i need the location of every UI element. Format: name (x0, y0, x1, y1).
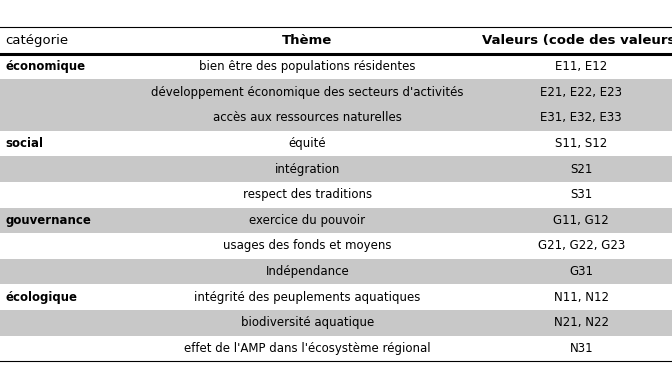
Text: intégrité des peuplements aquatiques: intégrité des peuplements aquatiques (194, 291, 421, 304)
Text: bien être des populations résidentes: bien être des populations résidentes (199, 60, 416, 73)
Text: N31: N31 (569, 342, 593, 355)
Text: N21, N22: N21, N22 (554, 316, 609, 329)
Text: catégorie: catégorie (5, 34, 69, 47)
Text: G31: G31 (569, 265, 593, 278)
Bar (0, 105, 672, 131)
Text: accès aux ressources naturelles: accès aux ressources naturelles (213, 111, 402, 124)
Bar (0, 156, 672, 182)
Text: Valeurs (code des valeurs): Valeurs (code des valeurs) (482, 34, 672, 47)
Text: S21: S21 (570, 162, 593, 176)
Text: gouvernance: gouvernance (5, 214, 91, 227)
Bar (0, 259, 672, 284)
Text: Thème: Thème (282, 34, 333, 47)
Bar (0, 54, 672, 79)
Text: E31, E32, E33: E31, E32, E33 (540, 111, 622, 124)
Text: G21, G22, G23: G21, G22, G23 (538, 239, 625, 253)
Text: G11, G12: G11, G12 (554, 214, 609, 227)
Text: Indépendance: Indépendance (265, 265, 349, 278)
Bar (0, 284, 672, 310)
Text: S31: S31 (570, 188, 593, 201)
Text: équité: équité (289, 137, 326, 150)
Text: usages des fonds et moyens: usages des fonds et moyens (223, 239, 392, 253)
Text: S11, S12: S11, S12 (555, 137, 607, 150)
Text: intégration: intégration (275, 162, 340, 176)
Text: N11, N12: N11, N12 (554, 291, 609, 304)
Text: développement économique des secteurs d'activités: développement économique des secteurs d'… (151, 86, 464, 99)
Text: social: social (5, 137, 44, 150)
Bar (0, 336, 672, 361)
Text: respect des traditions: respect des traditions (243, 188, 372, 201)
Text: biodiversité aquatique: biodiversité aquatique (241, 316, 374, 329)
Text: E21, E22, E23: E21, E22, E23 (540, 86, 622, 99)
Bar (0, 27, 672, 54)
Text: E11, E12: E11, E12 (555, 60, 607, 73)
Bar (0, 233, 672, 259)
Text: exercice du pouvoir: exercice du pouvoir (249, 214, 366, 227)
Bar (0, 207, 672, 233)
Text: écologique: écologique (5, 291, 77, 304)
Text: économique: économique (5, 60, 85, 73)
Text: effet de l'AMP dans l'écosystème régional: effet de l'AMP dans l'écosystème régiona… (184, 342, 431, 355)
Bar (0, 79, 672, 105)
Bar (0, 131, 672, 156)
Bar (0, 182, 672, 207)
Bar (0, 310, 672, 336)
